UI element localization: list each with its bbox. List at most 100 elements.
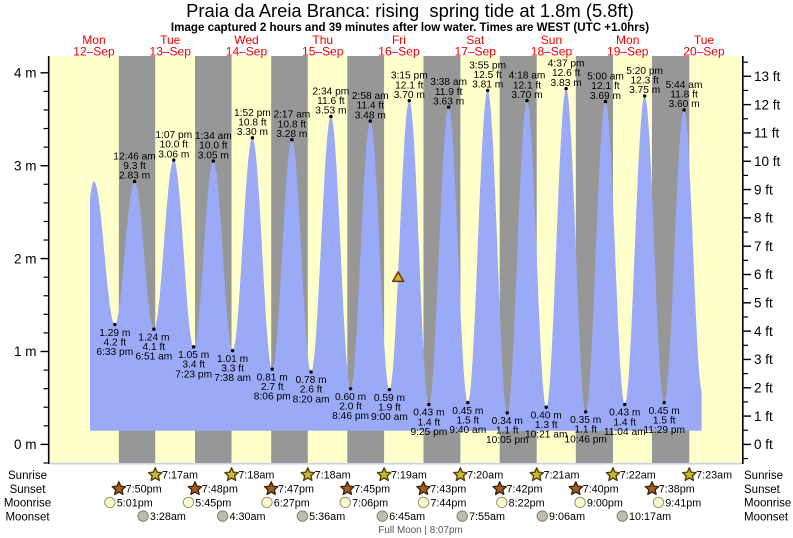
right-axis-major-tick: [743, 358, 751, 361]
moonrise-row-label-left: Moonrise: [4, 498, 51, 510]
right-axis-major-tick: [743, 103, 751, 106]
sunset-star-icon: [187, 481, 203, 496]
sunset-star-icon: [492, 481, 508, 496]
sunset-time: 7:42pm: [506, 484, 542, 496]
day-label-date: 18–Sep: [531, 45, 573, 59]
low-tide-label-line: 11:29 pm: [643, 425, 685, 436]
moonset-time: 5:36am: [309, 511, 345, 523]
high-tide-label-line: 3.30 m: [237, 127, 268, 138]
left-axis-major-tick: [40, 165, 48, 167]
high-tide-dot: [211, 159, 216, 163]
sunrise-star-icon: [224, 467, 239, 482]
low-tide-label-line: 6:33 pm: [96, 347, 133, 358]
high-tide-label-line: 3.63 m: [433, 96, 464, 107]
high-tide-dot: [642, 94, 647, 98]
high-tide-dot: [172, 158, 176, 162]
moonrise-circle-icon: [496, 496, 508, 509]
tide-curve-fill: [90, 88, 702, 431]
high-tide-label-line: 10.8 ft: [238, 117, 266, 128]
right-axis-major-tick: [743, 273, 751, 276]
low-tide-label-line: 4.2 ft: [103, 337, 126, 348]
moonrise-time: 5:01pm: [117, 497, 153, 509]
moonset-circle-icon: [376, 510, 388, 522]
right-axis-major-tick: [743, 387, 751, 389]
right-axis-minor-tick: [743, 203, 748, 205]
sunrise-star-icon: [453, 467, 468, 482]
sunrise-time: 7:18am: [315, 470, 351, 482]
moonset-circle-icon: [216, 510, 229, 522]
low-tide-dot: [583, 410, 588, 414]
low-tide-label-line: 6:51 am: [135, 352, 172, 363]
right-axis-minor-tick: [743, 344, 748, 346]
left-axis-minor-tick: [43, 295, 48, 297]
sunrise-star-icon: [300, 467, 316, 482]
moonrise-circle-icon: [574, 496, 586, 509]
right-axis-minor-tick: [743, 174, 748, 176]
low-tide-label-line: 0.35 m: [570, 415, 601, 426]
moonset-time: 10:17am: [629, 511, 671, 523]
high-tide-label-line: 3:55 pm: [469, 60, 506, 71]
left-axis-minor-tick: [43, 406, 48, 408]
left-axis-minor-tick: [43, 276, 48, 278]
high-tide-label-line: 11.6 ft: [317, 96, 345, 107]
high-tide-label-line: 3.06 m: [158, 149, 189, 160]
low-tide-label-line: 11:04 am: [604, 427, 646, 438]
left-axis-minor-tick: [43, 239, 48, 241]
high-tide-dot: [446, 105, 451, 109]
right-axis-major-tick: [743, 188, 751, 191]
high-tide-label-line: 5:00 am: [587, 72, 624, 83]
day-label-date: 14–Sep: [226, 45, 268, 59]
low-tide-label-line: 1.9 ft: [378, 402, 401, 413]
moonrise-circle-icon: [417, 496, 430, 509]
right-axis-minor-tick: [743, 118, 748, 120]
left-axis-minor-tick: [43, 202, 48, 204]
moonset-time: 9:06am: [549, 511, 585, 523]
high-tide-label-line: 12.1 ft: [591, 81, 619, 92]
low-tide-dot: [270, 367, 274, 371]
moonrise-time: 6:27pm: [274, 497, 310, 509]
right-axis-minor-tick: [743, 288, 748, 290]
right-axis-label: 6 ft: [754, 267, 773, 282]
low-tide-label-line: 0.59 m: [374, 393, 405, 404]
day-label-date: 17–Sep: [455, 45, 497, 59]
right-axis-minor-tick: [743, 316, 748, 318]
high-tide-label-line: 1:34 am: [195, 131, 232, 142]
low-tide-label-line: 9:25 pm: [410, 427, 447, 438]
moonset-time: 6:45am: [389, 511, 425, 523]
high-tide-dot: [329, 114, 333, 119]
moonrise-time: 5:45pm: [195, 497, 231, 509]
high-tide-label-line: 3.53 m: [315, 106, 346, 117]
right-axis-line: [742, 56, 744, 464]
moonset-circle-icon: [456, 510, 468, 522]
left-axis-minor-tick: [43, 313, 48, 315]
day-label-dow: Sun: [541, 33, 562, 47]
left-axis-minor-tick: [43, 425, 48, 427]
high-tide-label-line: 11.8 ft: [670, 90, 698, 101]
high-tide-label-line: 2.83 m: [119, 171, 150, 182]
day-label-dow: Tue: [694, 33, 715, 47]
low-tide-label-line: 7:38 am: [214, 373, 251, 384]
low-tide-label-line: 0.45 m: [452, 406, 483, 417]
left-axis-line: [47, 56, 50, 464]
right-axis-label: 10 ft: [754, 154, 781, 169]
high-tide-label-line: 12.3 ft: [630, 76, 658, 87]
day-label-dow: Wed: [234, 33, 258, 47]
chart-subtitle: Image captured 2 hours and 39 minutes af…: [170, 21, 650, 34]
high-tide-dot: [485, 88, 490, 93]
high-tide-label-line: 12.5 ft: [473, 70, 501, 81]
moonrise-time: 8:22pm: [509, 497, 545, 509]
day-label-date: 12–Sep: [73, 45, 115, 59]
high-tide-dot: [525, 98, 529, 103]
low-tide-dot: [113, 322, 117, 327]
left-axis-label: 1 m: [14, 344, 37, 359]
left-axis-minor-tick: [43, 220, 48, 223]
low-tide-dot: [623, 402, 627, 407]
right-axis-label: 1 ft: [754, 409, 773, 424]
low-tide-label-line: 10:05 pm: [486, 435, 528, 446]
left-axis-minor-tick: [43, 369, 48, 371]
high-tide-dot: [682, 108, 686, 112]
high-tide-dot: [564, 86, 568, 91]
high-tide-dot: [132, 179, 137, 184]
